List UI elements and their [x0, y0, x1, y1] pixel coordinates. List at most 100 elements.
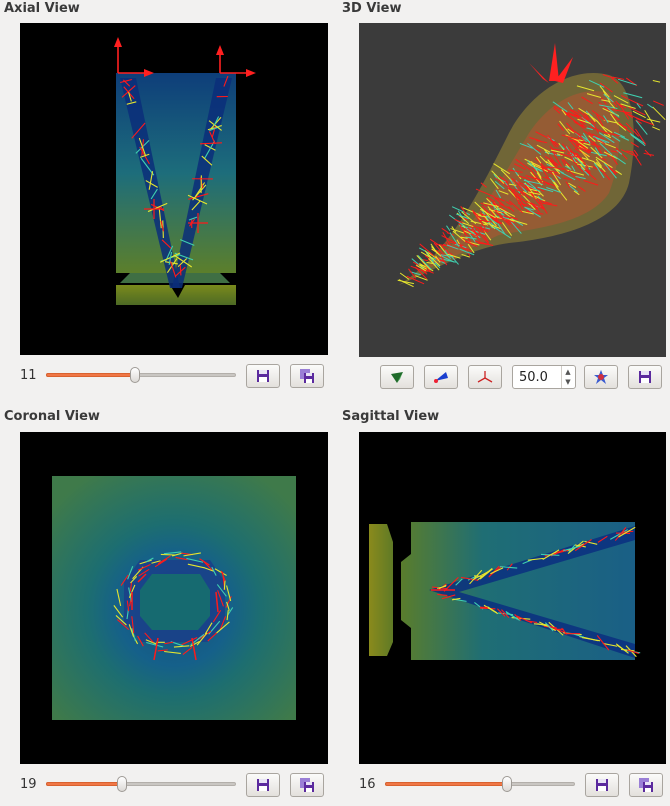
- vector-glyph: [597, 140, 616, 149]
- vector-glyph: [446, 225, 451, 232]
- vector-glyph: [602, 170, 611, 181]
- vector-glyph: [499, 207, 516, 218]
- vector-glyph: [593, 162, 605, 179]
- vector-glyph: [596, 635, 610, 651]
- spin-down-icon[interactable]: ▼: [565, 378, 571, 386]
- vector-glyph: [120, 78, 132, 84]
- vector-glyph: [127, 565, 134, 580]
- vector-glyph: [126, 101, 137, 105]
- axes-toggle-button[interactable]: [468, 365, 502, 389]
- coronal-viewport[interactable]: [20, 432, 328, 764]
- vector-glyph: [447, 241, 464, 247]
- vector-glyph: [635, 120, 648, 135]
- vector-glyph: [399, 272, 410, 280]
- sagittal-slice-slider[interactable]: [385, 776, 575, 792]
- vector-glyph: [544, 622, 554, 632]
- vector-glyph: [595, 114, 604, 127]
- vector-glyph: [160, 220, 165, 232]
- 3d-save-button[interactable]: [628, 365, 662, 389]
- coronal-save-all-button[interactable]: [290, 773, 324, 797]
- vector-glyph: [182, 646, 193, 655]
- vector-glyph: [513, 163, 526, 170]
- axial-slice-slider[interactable]: [46, 367, 236, 383]
- 3d-scale-input[interactable]: [513, 366, 559, 388]
- vector-glyph: [573, 190, 580, 196]
- vector-glyph: [561, 134, 579, 140]
- vector-glyph: [582, 132, 591, 144]
- vector-glyph: [511, 177, 525, 189]
- coronal-slider-handle[interactable]: [117, 776, 127, 792]
- vector-glyph: [563, 177, 573, 181]
- vector-glyph: [537, 195, 543, 201]
- vector-glyph: [548, 171, 559, 179]
- vector-glyph: [204, 622, 213, 635]
- vector-glyph: [425, 252, 437, 267]
- axial-save-button[interactable]: [246, 364, 280, 388]
- vector-glyph: [508, 200, 524, 214]
- vector-glyph: [428, 258, 440, 271]
- coronal-slice-slider[interactable]: [46, 776, 236, 792]
- vector-glyph: [489, 178, 499, 190]
- vector-glyph: [567, 128, 575, 134]
- vector-glyph: [590, 115, 599, 123]
- sagittal-save-button[interactable]: [585, 773, 619, 797]
- vector-glyph: [490, 567, 504, 575]
- vector-glyph: [451, 597, 461, 601]
- 3d-scale-spinbox[interactable]: ▲ ▼: [512, 365, 576, 389]
- vector-glyph: [128, 624, 135, 637]
- vector-glyph: [140, 157, 155, 176]
- surface-toggle-button[interactable]: [380, 365, 414, 389]
- vector-glyph: [628, 98, 644, 107]
- vector-glyph: [509, 218, 528, 226]
- axial-viewport[interactable]: [20, 23, 328, 355]
- vector-glyph: [437, 585, 447, 589]
- vector-glyph: [573, 155, 580, 158]
- vector-glyph: [620, 149, 638, 157]
- vector-glyph: [461, 211, 477, 225]
- vector-glyph: [598, 101, 610, 111]
- vector-glyph: [153, 637, 159, 661]
- vector-glyph: [583, 129, 593, 138]
- vector-glyph: [555, 186, 568, 201]
- vector-glyph: [575, 176, 586, 180]
- vector-glyph: [215, 591, 219, 613]
- vector-glyph: [494, 180, 505, 190]
- vector-glyph: [597, 535, 608, 543]
- vector-glyph: [611, 135, 621, 142]
- sagittal-viewport[interactable]: [359, 432, 666, 764]
- vector-glyph: [514, 613, 522, 621]
- vector-glyph: [527, 201, 536, 210]
- vector-glyph: [598, 132, 615, 144]
- 3d-viewport[interactable]: [359, 23, 666, 357]
- vector-glyph: [561, 167, 570, 173]
- vector-glyph: [475, 228, 489, 245]
- vector-glyph: [487, 206, 499, 219]
- vector-glyph: [131, 628, 136, 642]
- vector-glyph: [525, 184, 535, 197]
- vector-glyph: [582, 140, 601, 148]
- glyph-toggle-button[interactable]: [424, 365, 458, 389]
- vector-glyph: [611, 77, 619, 84]
- vector-glyph: [535, 156, 542, 164]
- sagittal-save-all-button[interactable]: [629, 773, 663, 797]
- vector-glyph: [466, 250, 471, 257]
- vector-glyph: [583, 112, 590, 121]
- sagittal-slider-handle[interactable]: [501, 776, 512, 792]
- vector-glyph: [508, 206, 515, 212]
- coronal-save-button[interactable]: [246, 773, 280, 797]
- vector-glyph: [139, 559, 152, 565]
- vector-glyph: [595, 156, 613, 169]
- reset-camera-button[interactable]: [584, 365, 618, 389]
- vector-glyph: [186, 557, 204, 563]
- vector-glyph: [603, 115, 609, 123]
- spin-up-icon[interactable]: ▲: [565, 368, 571, 376]
- axial-slider-handle[interactable]: [130, 367, 141, 383]
- vector-glyph: [584, 540, 598, 545]
- vector-glyph: [433, 242, 445, 255]
- axial-save-all-button[interactable]: [290, 364, 324, 388]
- vector-glyph: [542, 549, 560, 561]
- vector-glyph: [577, 185, 586, 192]
- vector-glyph: [611, 99, 618, 108]
- vector-glyph: [226, 610, 229, 621]
- vector-glyph: [456, 213, 469, 220]
